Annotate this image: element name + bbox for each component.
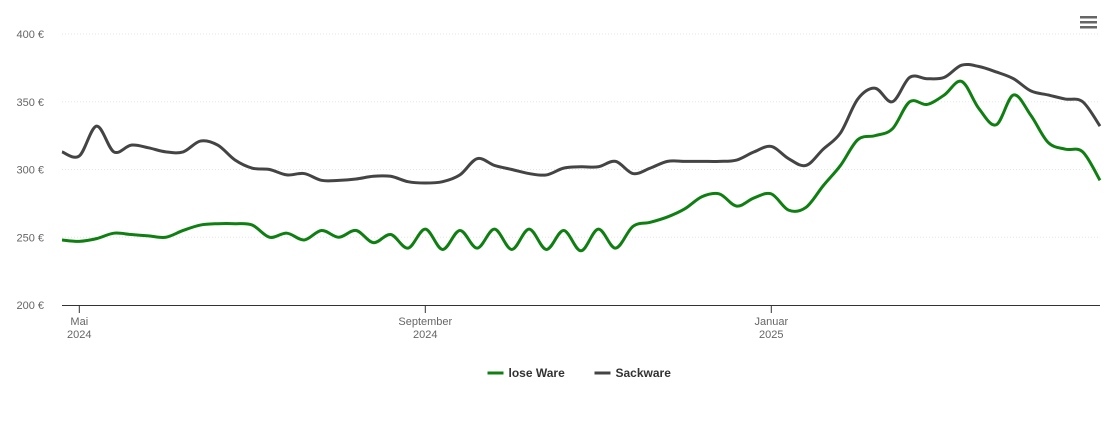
x-tick-label: Januar 2025 [754,316,788,341]
x-tick-label: Mai 2024 [67,316,91,341]
menu-bar [1080,21,1097,24]
legend-item[interactable]: lose Ware [487,366,566,380]
series-line [61,79,1102,253]
legend-label: Sackware [616,366,672,380]
legend: lose Ware Sackware [487,366,672,380]
legend-label: lose Ware [509,366,566,380]
y-tick-label: 200 € [16,300,44,312]
x-tick-label: September 2024 [398,316,452,341]
y-tick-label: 250 € [16,232,44,244]
menu-button[interactable] [1080,16,1097,29]
legend-item[interactable]: Sackware [594,366,672,380]
y-tick-label: 400 € [16,29,44,41]
series-line [61,62,1102,185]
y-tick-label: 300 € [16,165,44,177]
y-tick-label: 350 € [16,97,44,109]
menu-bar [1080,26,1097,29]
menu-bar [1080,16,1097,19]
